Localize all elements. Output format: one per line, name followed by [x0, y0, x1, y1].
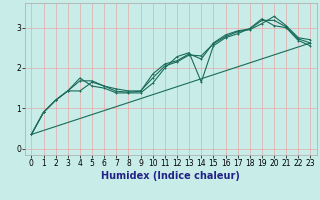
- X-axis label: Humidex (Indice chaleur): Humidex (Indice chaleur): [101, 171, 240, 181]
